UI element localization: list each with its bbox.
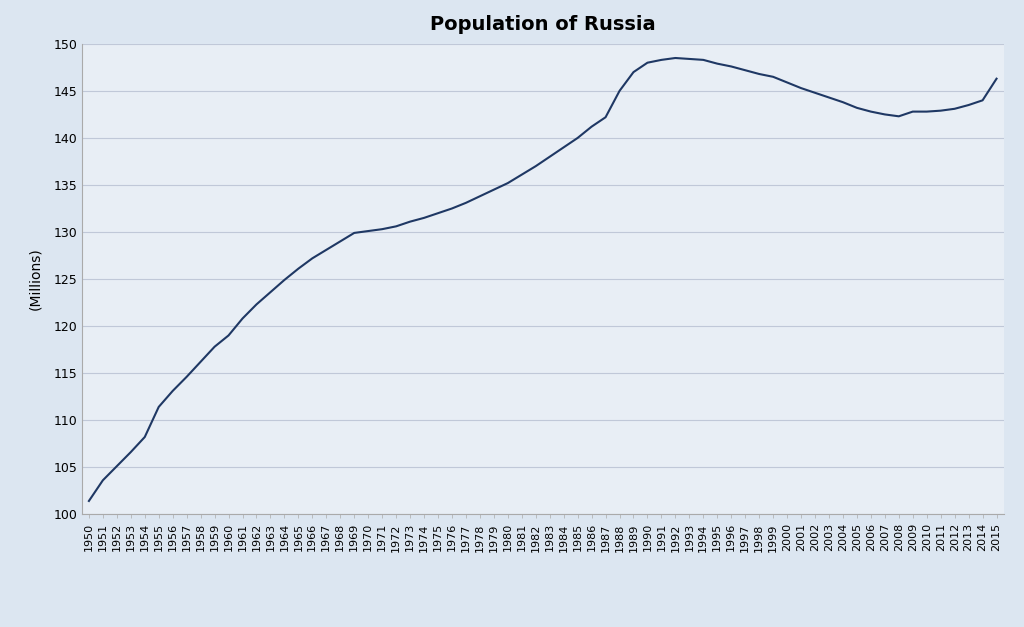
- Title: Population of Russia: Population of Russia: [430, 15, 655, 34]
- Y-axis label: (Millions): (Millions): [28, 248, 42, 310]
